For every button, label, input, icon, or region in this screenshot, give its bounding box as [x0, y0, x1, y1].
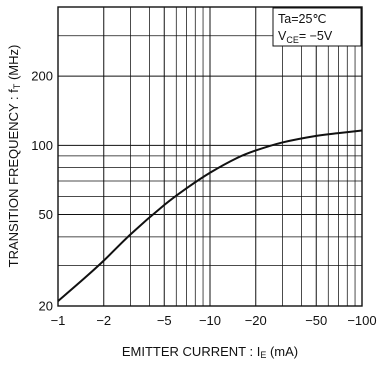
x-tick-labels: −1 −2 −5 −10 −20 −50 −100	[51, 313, 377, 328]
x-tick-label: −5	[157, 313, 172, 328]
condition-temperature: Ta=25℃	[278, 12, 326, 26]
series	[57, 129, 363, 302]
conditions-box: Ta=25℃ VCE= −5V	[272, 7, 362, 47]
y-axis-title-unit: (MHz)	[6, 45, 21, 84]
y-tick-labels: 20 50 100 200	[31, 69, 53, 314]
plot-frame	[57, 6, 363, 307]
x-axis-title-unit: (mA)	[266, 344, 298, 359]
x-tick-label: −100	[347, 313, 376, 328]
x-axis-title-main: EMITTER CURRENT : I	[122, 344, 260, 359]
series-line	[57, 129, 363, 302]
x-tick-label: −50	[305, 313, 327, 328]
y-axis-title-main: TRANSITION FREQUENCY : f	[6, 89, 21, 268]
x-axis-title: EMITTER CURRENT : IE (mA)	[122, 344, 298, 360]
y-tick-label: 100	[31, 138, 53, 153]
x-axis-title-subscript: E	[260, 350, 266, 360]
x-tick-label: −2	[96, 313, 111, 328]
x-tick-label: −20	[245, 313, 267, 328]
y-tick-label: 20	[39, 299, 53, 314]
condition-voltage-subscript: CE	[286, 35, 299, 45]
condition-voltage: VCE= −5V	[278, 29, 333, 45]
conditions-box-frame	[272, 7, 362, 47]
x-tick-label: −1	[51, 313, 66, 328]
y-tick-label: 50	[39, 207, 53, 222]
grid	[57, 7, 363, 306]
condition-voltage-value: = −5V	[299, 29, 333, 43]
y-axis-title-subscript: T	[12, 83, 22, 89]
x-tick-label: −10	[199, 313, 221, 328]
y-axis-title: TRANSITION FREQUENCY : fT (MHz)	[6, 45, 22, 268]
condition-voltage-symbol: V	[278, 29, 287, 43]
y-tick-label: 200	[31, 69, 53, 84]
